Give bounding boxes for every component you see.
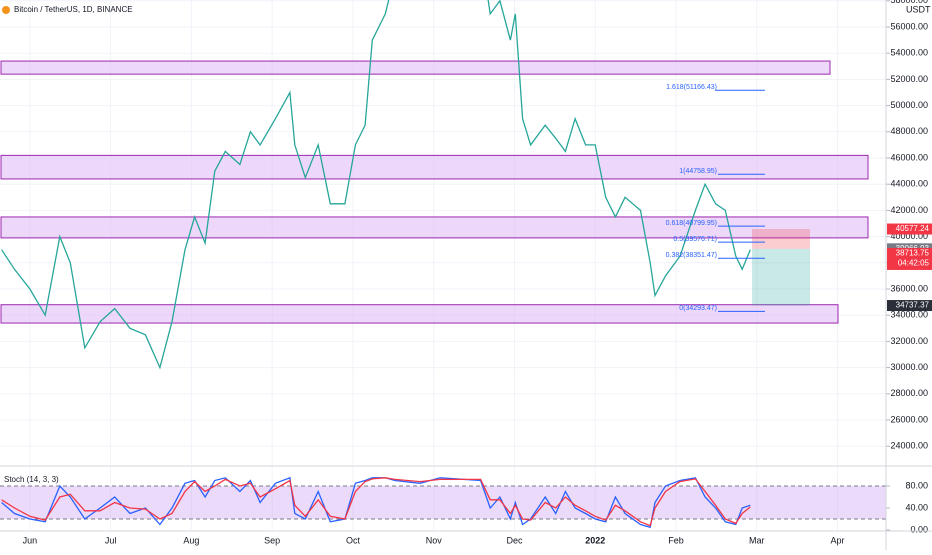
x-tick-label: Jul — [105, 535, 117, 545]
y-tick-label: 36000.00 — [890, 283, 928, 293]
zone — [0, 60, 831, 75]
x-tick-label: Apr — [831, 535, 845, 545]
price-tag — [887, 247, 932, 270]
stoch-band — [0, 486, 886, 519]
y-tick-label: 30000.00 — [890, 362, 928, 372]
indicator-title: Stoch (14, 3, 3) — [4, 475, 59, 484]
zone — [0, 154, 869, 180]
zone — [0, 216, 869, 239]
zone — [0, 304, 839, 324]
price-tag-label: 40577.24 — [896, 224, 930, 233]
y-tick-label: 26000.00 — [890, 414, 928, 424]
x-tick-label: Dec — [506, 535, 523, 545]
countdown: 04:42:05 — [898, 259, 930, 268]
y-tick-label: 48000.00 — [890, 126, 928, 136]
stop-zone — [752, 229, 810, 249]
price-tag-label: 34737.37 — [896, 301, 930, 310]
y-tick-label: 44000.00 — [890, 179, 928, 189]
fib-label: 0.5(39576.71) — [673, 236, 717, 243]
axis-unit: USDT — [906, 4, 931, 14]
axes: 24000.00 26000.00 28000.00 30000.00 32000.00… — [23, 0, 932, 545]
y-tick-label: 58000.00 — [890, 0, 928, 5]
fib-label: 0.618(40799.95) — [666, 220, 717, 227]
y-tick-label: 42000.00 — [890, 205, 928, 215]
y-tick-label: 40.00 — [905, 502, 928, 512]
stoch-pane — [0, 467, 886, 530]
y-tick-label: 28000.00 — [890, 388, 928, 398]
symbol-icon — [2, 6, 10, 14]
y-tick-label: 56000.00 — [890, 21, 928, 31]
y-tick-label: 80.00 — [905, 480, 928, 490]
x-tick-label: Feb — [668, 535, 684, 545]
y-tick-label: 46000.00 — [890, 152, 928, 162]
x-tick-label: 2022 — [585, 535, 605, 545]
y-tick-label: 52000.00 — [890, 74, 928, 84]
y-tick-label: 24000.00 — [890, 441, 928, 451]
y-tick-label: 50000.00 — [890, 100, 928, 110]
target-zone — [752, 248, 810, 306]
y-tick-label: 0.00 — [910, 524, 928, 534]
price-line — [1, 0, 751, 370]
y-tick-label: 40000.00 — [890, 231, 928, 241]
fib-label: 1.618(51166.43) — [666, 84, 717, 91]
fib-label: 1(44758.95) — [679, 168, 717, 175]
main-pane: 1.618(51166.43) 1(44758.95) 0.618(40799.95… — [0, 0, 886, 465]
chart-title: Bitcoin / TetherUS, 1D, BINANCE — [14, 5, 133, 14]
x-tick-label: Mar — [749, 535, 765, 545]
price-tag — [887, 300, 932, 312]
y-tick-label: 54000.00 — [890, 48, 928, 58]
x-tick-label: Sep — [264, 535, 280, 545]
fib-label: 0.382(38351.47) — [666, 252, 717, 259]
stoch-line — [1, 477, 751, 527]
price-tag — [887, 223, 932, 235]
x-tick-label: Aug — [183, 535, 199, 545]
fib-label: 0(34293.47) — [679, 305, 717, 312]
price-tag-label: 38713.75 — [896, 249, 930, 258]
y-tick-label: 32000.00 — [890, 336, 928, 346]
x-tick-label: Jun — [23, 535, 38, 545]
x-tick-label: Nov — [426, 535, 443, 545]
y-tick-label: 34000.00 — [890, 310, 928, 320]
x-tick-label: Oct — [346, 535, 361, 545]
